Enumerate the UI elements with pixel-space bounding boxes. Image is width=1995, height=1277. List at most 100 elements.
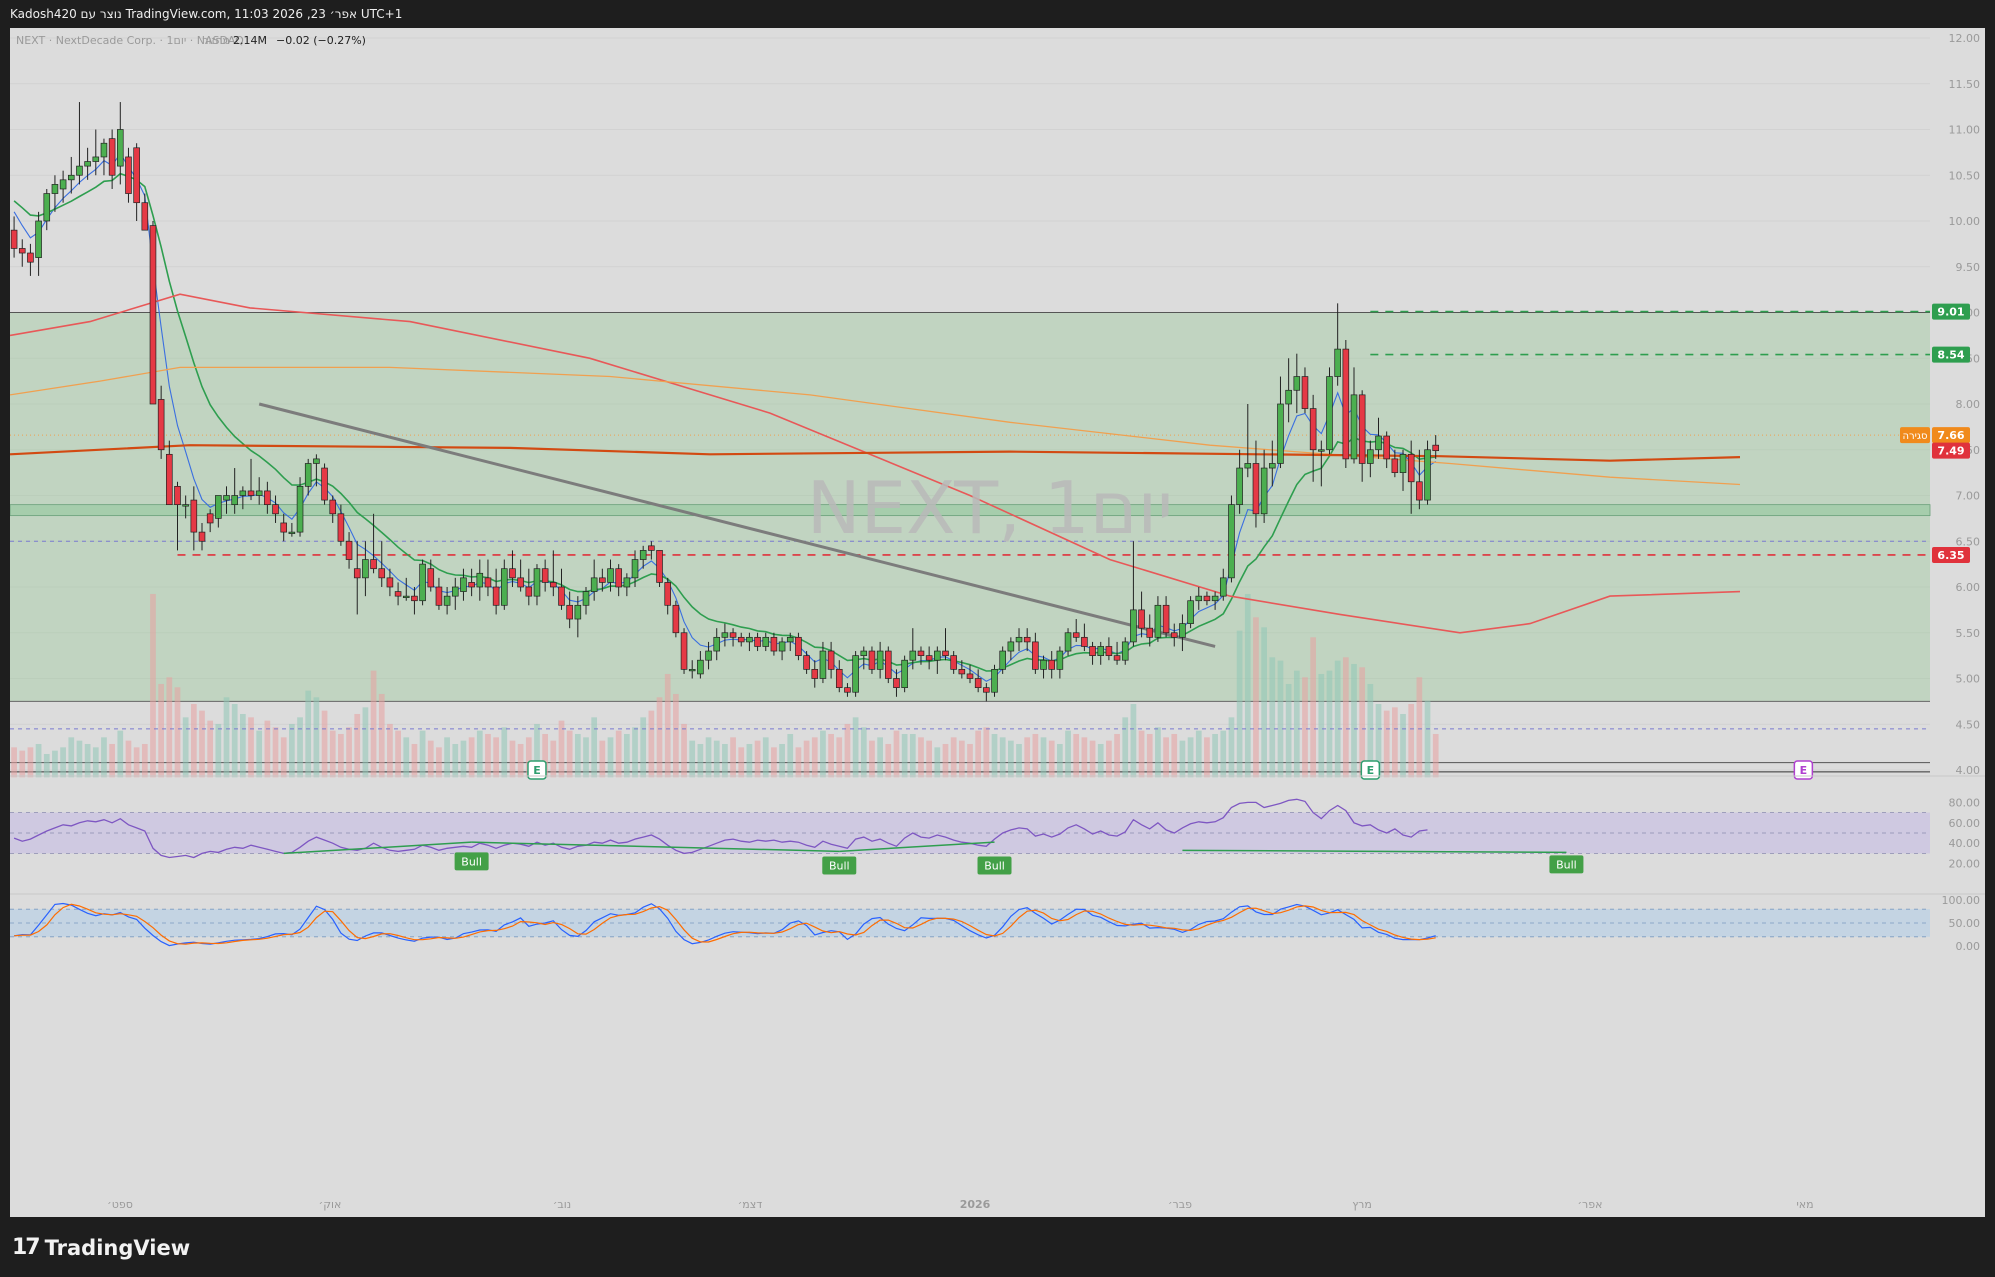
volume-bar (836, 737, 843, 778)
candle-body (345, 540, 353, 560)
volume-bar (730, 737, 736, 778)
volume-bar (1391, 707, 1398, 778)
candle-body (1391, 458, 1399, 473)
candle-body (1219, 577, 1227, 597)
candle-body (468, 582, 475, 588)
volume-bar (60, 747, 66, 778)
volume-bar (1212, 733, 1218, 778)
candle-body (157, 399, 165, 451)
candle-body (402, 595, 410, 599)
candle-body (639, 550, 647, 560)
legend-symbol: NEXT · NextDecade Corp. · 1יום · NASDAQ (16, 34, 244, 47)
candle-body (966, 673, 974, 679)
candle-body (394, 591, 402, 597)
candle-body (1342, 348, 1350, 460)
volume-bar (722, 743, 728, 778)
candle-body (329, 499, 337, 515)
candle-body (100, 142, 108, 158)
price-tick-label: 12.00 (1949, 32, 1981, 45)
candle-body (1350, 394, 1358, 460)
volume-bar (926, 740, 933, 778)
volume-bar (1138, 730, 1145, 778)
price-axis (1932, 28, 1985, 1217)
candle-body (247, 490, 255, 496)
volume-bar (738, 747, 745, 778)
volume-bar (1114, 733, 1120, 778)
chart-frame: EEE 12.0011.5011.0010.5010.009.509.008.5… (9, 28, 1985, 1217)
volume-bar (950, 737, 957, 778)
candle-body (713, 636, 721, 652)
candle-body (206, 513, 214, 524)
earnings-marker-icon (527, 760, 547, 780)
candle-body (631, 559, 639, 579)
volume-bar (607, 737, 614, 778)
earnings-marker-label: E (1800, 764, 1808, 777)
volume-bar (297, 717, 303, 778)
volume-bar (1334, 660, 1341, 778)
rsi-tick-label: 20.00 (1949, 858, 1981, 871)
chart-canvas[interactable]: EEE 12.0011.5011.0010.5010.009.509.008.5… (9, 28, 1985, 1217)
volume-bar (141, 743, 148, 778)
candle-body (541, 568, 549, 583)
volume-bar (199, 710, 205, 778)
snapshot-header: Kadosh420 נוצר עם TradingView.com, 11:03… (0, 0, 1995, 28)
volume-bar (1122, 717, 1129, 778)
tradingview-brand[interactable]: 17 TradingView (12, 1235, 190, 1260)
candle-body (590, 577, 598, 592)
stoch-tick-label: 50.00 (1949, 917, 1981, 930)
candle-body (35, 220, 42, 258)
candle-body (1015, 636, 1023, 643)
candle-body (1203, 595, 1211, 602)
volume-bar (1081, 737, 1088, 778)
candle-body (166, 453, 173, 506)
volume-bar (329, 730, 336, 778)
volume-bar (517, 743, 524, 778)
volume-bar (558, 720, 565, 778)
price-tick-label: 5.50 (1956, 627, 1981, 640)
candle-body (983, 687, 990, 693)
volume-bar (1244, 593, 1251, 778)
candle-body (860, 650, 868, 656)
candle-body (607, 568, 614, 583)
candle-body (844, 687, 851, 693)
candle-body (460, 577, 467, 592)
volume-bar (664, 673, 671, 778)
candle-body (762, 636, 770, 647)
bull-divergence-label: Bull (1556, 858, 1577, 871)
price-tick-label: 11.00 (1949, 124, 1981, 137)
price-label-badge (1932, 303, 1970, 320)
candle-body (1040, 659, 1047, 670)
volume-bar (1065, 730, 1071, 778)
candle-body (525, 586, 533, 597)
candle-body (958, 668, 966, 675)
sma-200-line (9, 444, 1741, 462)
candle-body (893, 678, 900, 688)
candle-body (1432, 444, 1439, 452)
volume-bar (19, 750, 26, 778)
candle-body (1424, 449, 1431, 501)
rsi-divergence-line (839, 841, 995, 853)
volume-bar (182, 717, 189, 778)
volume-bar (223, 697, 230, 778)
volume-bar (476, 730, 483, 778)
volume-bar (648, 710, 655, 778)
volume-bar (43, 753, 50, 778)
candle-body (517, 577, 524, 588)
volume-bar (885, 743, 892, 778)
volume-bar (697, 743, 704, 778)
candle-body (688, 668, 696, 672)
candle-body (991, 668, 998, 693)
volume-bar (52, 750, 58, 778)
price-tick-label: 9.50 (1956, 261, 1981, 274)
volume-bar (877, 737, 883, 778)
time-tick-label: דצמ׳ (738, 1198, 763, 1211)
volume-bar (795, 747, 802, 778)
candle-body (1121, 641, 1129, 661)
volume-bar (1351, 663, 1357, 778)
candle-body (566, 604, 573, 620)
candle-body (648, 545, 655, 551)
volume-bar (934, 747, 941, 778)
volume-bar (762, 737, 769, 778)
candle-body (451, 586, 459, 597)
candle-body (868, 650, 876, 670)
